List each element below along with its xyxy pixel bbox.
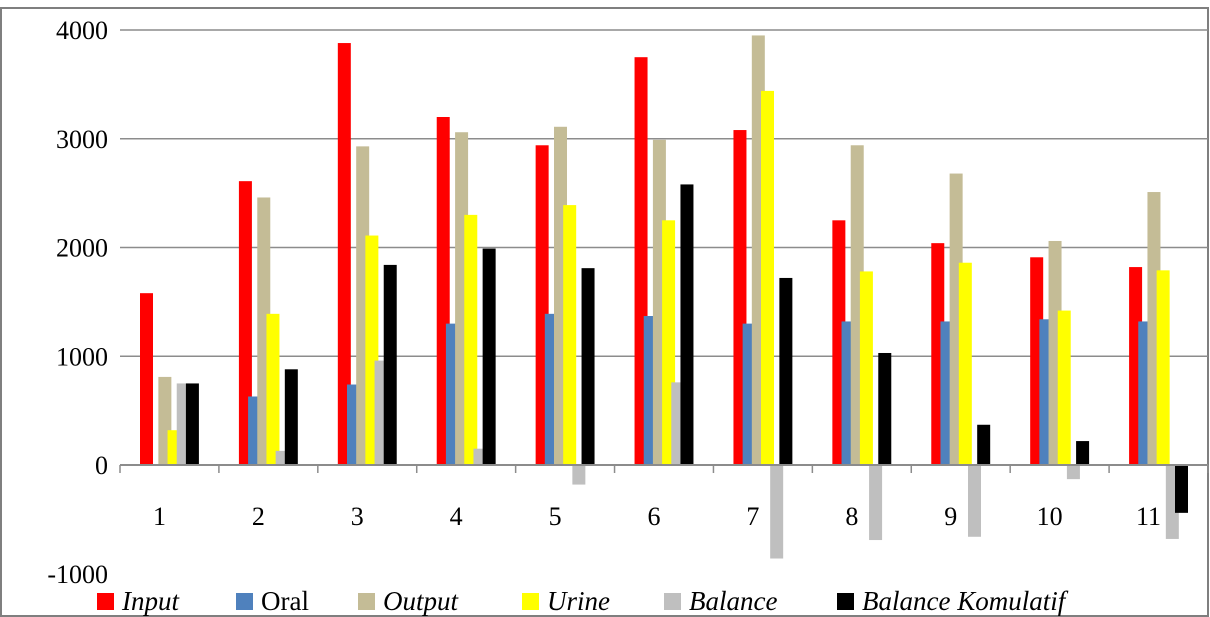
legend-swatch xyxy=(522,593,539,610)
bar xyxy=(238,181,252,465)
bar xyxy=(1156,270,1170,465)
y-tick-label: 4000 xyxy=(56,16,108,45)
legend-swatch xyxy=(236,593,253,610)
bar xyxy=(1066,465,1080,480)
y-tick-label: 1000 xyxy=(56,342,108,371)
legend-label: Output xyxy=(383,586,460,616)
x-tick-label: 6 xyxy=(648,502,661,531)
legend-label: Balance xyxy=(689,586,777,616)
bar xyxy=(869,465,883,541)
bar xyxy=(464,214,478,465)
legend-swatch xyxy=(837,593,854,610)
y-tick-label: 3000 xyxy=(56,125,108,154)
x-tick-label: 8 xyxy=(845,502,858,531)
x-axis-ticks: 1 2 3 4 5 6 7 8 9 10 11 xyxy=(153,502,1161,531)
legend-label: Input xyxy=(121,586,180,616)
bars xyxy=(140,35,1188,559)
legend-swatch xyxy=(97,593,114,610)
bar xyxy=(284,369,298,465)
y-tick-label: -1000 xyxy=(47,560,108,589)
legend-label: Urine xyxy=(547,586,610,616)
bar xyxy=(958,262,972,465)
legend: Input Oral Output Urine Balance Balance Komul… xyxy=(97,586,1069,616)
x-tick-label: 3 xyxy=(351,502,364,531)
bar xyxy=(779,277,793,465)
bar xyxy=(140,293,153,465)
x-tick-label: 2 xyxy=(252,502,265,531)
y-axis-ticks: 4000 3000 2000 1000 0 -1000 xyxy=(47,16,108,589)
legend-swatch xyxy=(358,593,375,610)
bar xyxy=(383,264,397,465)
y-tick-label: 2000 xyxy=(56,234,108,263)
bar xyxy=(563,205,577,465)
x-tick-label: 7 xyxy=(746,502,759,531)
x-tick-label: 4 xyxy=(450,502,463,531)
bar xyxy=(770,465,784,559)
bar xyxy=(761,90,774,466)
x-tick-label: 9 xyxy=(944,502,957,531)
y-tick-label: 0 xyxy=(95,451,108,480)
legend-label: Balance Komulatif xyxy=(862,586,1069,616)
bar xyxy=(1076,441,1090,465)
x-tick-label: 5 xyxy=(549,502,562,531)
x-tick-label: 1 xyxy=(153,502,166,531)
x-axis-baseline xyxy=(119,464,1209,473)
bar xyxy=(337,43,351,466)
bar xyxy=(968,465,981,537)
x-tick-label: 11 xyxy=(1136,502,1161,531)
legend-swatch xyxy=(664,593,681,610)
bar xyxy=(878,352,892,465)
bar xyxy=(680,184,694,466)
bar xyxy=(482,248,496,465)
bar xyxy=(581,268,595,465)
bar xyxy=(185,383,199,465)
bar xyxy=(1057,310,1071,465)
bar xyxy=(572,465,586,485)
bar xyxy=(266,313,280,465)
chart-border xyxy=(0,7,1209,617)
bar xyxy=(977,424,991,465)
legend-label: Oral xyxy=(261,586,309,616)
bar xyxy=(859,271,873,465)
x-tick-label: 10 xyxy=(1037,502,1063,531)
bar xyxy=(1175,465,1188,513)
